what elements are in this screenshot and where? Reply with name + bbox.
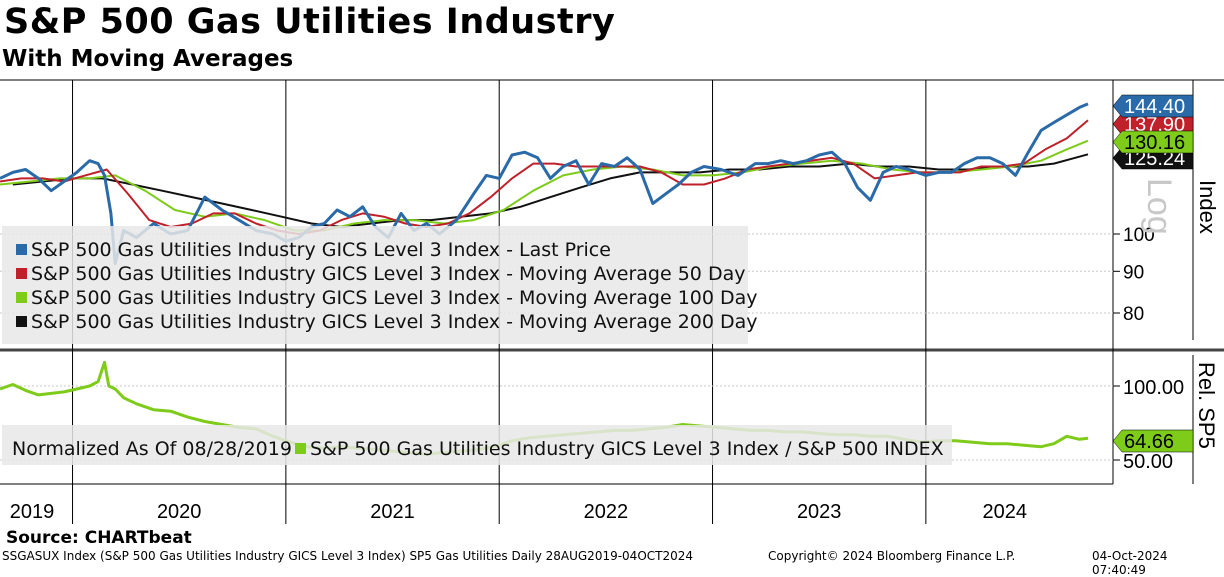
copyright: Copyright© 2024 Bloomberg Finance L.P. xyxy=(768,549,1016,563)
normalized-label: Normalized As Of 08/28/2019 xyxy=(12,438,292,460)
x-tick-label: 2022 xyxy=(584,501,629,523)
y-tick-label: 100.00 xyxy=(1123,377,1184,399)
series-line xyxy=(0,102,1089,265)
x-tick-label: 2023 xyxy=(797,501,842,523)
rel-axis-title: Rel. SP5 xyxy=(1194,362,1219,449)
value-tag-label: 144.40 xyxy=(1124,96,1185,118)
series-line xyxy=(0,119,1089,235)
last-value-tag: 144.40 xyxy=(1112,94,1194,118)
ticker-info: SSGASUX Index (S&P 500 Gas Utilities Ind… xyxy=(2,549,694,563)
price-panel xyxy=(0,102,1089,265)
x-tick-label: 2019 xyxy=(10,501,55,523)
legend-label: S&P 500 Gas Utilities Industry GICS Leve… xyxy=(31,287,758,309)
legend-item-ma50: S&P 500 Gas Utilities Industry GICS Leve… xyxy=(16,263,745,285)
log-scale-label: Log xyxy=(1140,178,1178,235)
value-tag-label: 64.66 xyxy=(1124,431,1174,453)
legend-label: S&P 500 Gas Utilities Industry GICS Leve… xyxy=(31,263,746,285)
value-tag-label: 125.24 xyxy=(1124,148,1185,170)
y-axis-title: Index xyxy=(1195,180,1220,234)
x-tick-label: 2021 xyxy=(370,501,415,523)
value-tag-bg xyxy=(1112,94,1194,118)
legend-swatch xyxy=(16,268,27,279)
source-label: Source: CHARTbeat xyxy=(6,528,192,548)
legend-swatch xyxy=(16,244,27,255)
value-tag-bg xyxy=(1112,429,1194,453)
timestamp: 04-Oct-2024 07:40:49 xyxy=(1092,549,1168,577)
series-line xyxy=(12,153,1089,228)
y-tick-label: 100 xyxy=(1123,225,1155,246)
legend-swatch xyxy=(16,316,27,327)
y-tick-label: 80 xyxy=(1123,304,1144,325)
legend: S&P 500 Gas Utilities Industry GICS Leve… xyxy=(2,226,758,344)
rel-last-value-tag: 64.66 xyxy=(1112,429,1194,453)
value-tag-label: 130.16 xyxy=(1124,132,1185,154)
chart-subtitle: With Moving Averages xyxy=(2,46,294,72)
legend-label: S&P 500 Gas Utilities Industry GICS Leve… xyxy=(31,239,611,261)
value-tag-label: 137.90 xyxy=(1124,114,1185,136)
last-value-tag: 137.90 xyxy=(1112,112,1194,136)
y-tick-label: 50.00 xyxy=(1123,451,1173,473)
relative-legend xyxy=(2,425,952,465)
legend-label: S&P 500 Gas Utilities Industry GICS Leve… xyxy=(31,311,758,333)
legend-item-last-price: S&P 500 Gas Utilities Industry GICS Leve… xyxy=(16,239,611,261)
series-line xyxy=(0,139,1089,232)
legend-label: S&P 500 Gas Utilities Industry GICS Leve… xyxy=(310,438,944,460)
legend-item-ma100: S&P 500 Gas Utilities Industry GICS Leve… xyxy=(16,287,758,309)
last-value-tag: 130.16 xyxy=(1112,130,1194,154)
x-tick-label: 2024 xyxy=(983,501,1028,523)
legend-swatch xyxy=(16,292,27,303)
x-tick-label: 2020 xyxy=(157,501,202,523)
axes: 2019 2020 2021 2022 2023 2024 80 90 100 50.00 100.… xyxy=(10,94,1220,523)
value-tag-bg xyxy=(1112,130,1194,154)
legend-swatch xyxy=(295,443,306,454)
relative-legend-item: S&P 500 Gas Utilities Industry GICS Leve… xyxy=(295,438,944,460)
chart-title: S&P 500 Gas Utilities Industry xyxy=(4,2,616,42)
legend-item-ma200: S&P 500 Gas Utilities Industry GICS Leve… xyxy=(16,311,758,333)
y-tick-label: 90 xyxy=(1123,262,1144,283)
